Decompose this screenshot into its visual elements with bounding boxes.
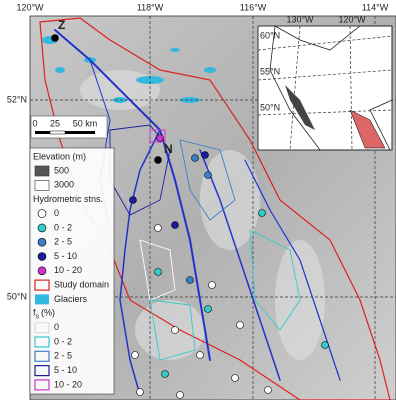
legend-label: 5 - 10	[54, 365, 77, 375]
lat-label: 50°N	[7, 291, 27, 301]
legend-title-part: f	[33, 308, 36, 318]
scale-label: 50 km	[73, 118, 98, 128]
legend-title: Elevation (m)	[33, 151, 86, 161]
legend-swatch	[35, 294, 49, 305]
inset: 130°W 120°W 60°N 55°N 50°N	[257, 14, 393, 151]
legend-label: 2 - 5	[54, 351, 72, 361]
legend-symbol	[37, 252, 47, 261]
legend-label: 0 - 2	[54, 336, 72, 346]
scale-bar: 0 25 50 km	[30, 115, 108, 139]
legend-symbol	[37, 223, 47, 233]
legend-swatch	[34, 336, 50, 348]
site-label: Z	[58, 18, 65, 32]
legend-title-part: (%)	[41, 308, 55, 318]
scale-label: 25	[50, 118, 60, 128]
legend-label: 0	[54, 322, 59, 332]
legend-label: 10 - 20	[54, 379, 82, 389]
lon-label: 114°W	[362, 2, 389, 12]
legend: Elevation (m) 500 3000 Hydrometric stns. 0 0 …	[29, 147, 115, 395]
legend-label: 10 - 20	[54, 265, 82, 275]
legend-label: 0	[54, 208, 59, 218]
legend-symbol	[37, 266, 47, 276]
inset-label: 60°N	[260, 30, 280, 40]
legend-swatch	[34, 279, 50, 291]
legend-symbol	[37, 209, 47, 218]
legend-title: fs (%)	[33, 308, 55, 320]
legend-label: 5 - 10	[54, 251, 77, 261]
legend-label: 2 - 5	[54, 237, 72, 247]
legend-symbol	[37, 237, 47, 247]
legend-label: Study domain	[54, 279, 109, 289]
legend-swatch	[34, 365, 50, 377]
legend-title-part: s	[36, 314, 40, 321]
inset-label: 130°W	[286, 14, 314, 24]
inset-label: 120°W	[338, 14, 366, 24]
legend-swatch	[34, 165, 50, 177]
legend-swatch	[34, 180, 50, 191]
lat-label: 52°N	[7, 94, 27, 104]
legend-swatch	[34, 322, 50, 334]
legend-swatch	[34, 350, 50, 362]
legend-title: Hydrometric stns.	[33, 194, 103, 204]
lon-label: 118°W	[137, 2, 164, 12]
legend-label: 0 - 2	[54, 222, 72, 232]
scale-label: 0	[32, 118, 37, 128]
legend-label: Glaciers	[54, 294, 88, 304]
legend-label: 3000	[54, 180, 74, 190]
stations	[51, 34, 329, 399]
legend-label: 500	[54, 165, 69, 175]
lon-label: 116°W	[240, 2, 267, 12]
inset-label: 55°N	[260, 66, 280, 76]
lon-label: 120°W	[16, 2, 44, 12]
glaciers	[42, 36, 216, 103]
inset-label: 50°N	[260, 102, 280, 112]
legend-swatch	[34, 379, 50, 391]
site-label: N	[164, 142, 173, 156]
